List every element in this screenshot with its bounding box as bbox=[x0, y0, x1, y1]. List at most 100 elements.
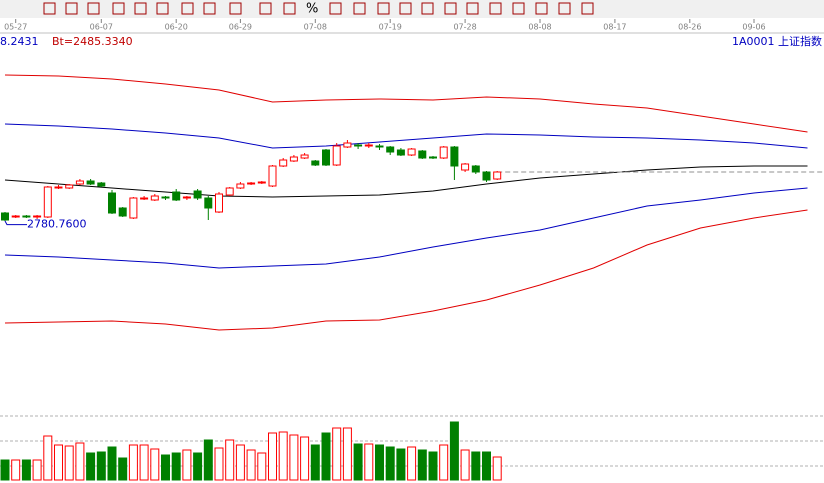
candle-body bbox=[11, 215, 20, 218]
volume-bar bbox=[278, 431, 288, 481]
volume-bar bbox=[439, 444, 449, 481]
tool-icon[interactable] bbox=[558, 2, 571, 15]
x-tick-label: 06-20 bbox=[165, 23, 188, 32]
volume-bar bbox=[449, 421, 459, 481]
volume-bar bbox=[246, 449, 256, 481]
candle-body bbox=[33, 215, 42, 218]
tool-icon[interactable] bbox=[283, 2, 296, 15]
candle-body bbox=[129, 197, 138, 219]
candle-body bbox=[54, 186, 63, 189]
symbol-label: 1A0001 上证指数 bbox=[732, 34, 822, 48]
candle-body bbox=[386, 146, 395, 153]
candle-body bbox=[182, 196, 191, 199]
tool-icon[interactable] bbox=[535, 2, 548, 15]
x-tick-label: 08-17 bbox=[603, 23, 626, 32]
volume-bar bbox=[182, 449, 192, 481]
tool-icon[interactable] bbox=[134, 2, 147, 15]
percent-button[interactable]: % bbox=[306, 2, 318, 17]
x-tick-label: 06-07 bbox=[90, 23, 113, 32]
candle-body bbox=[364, 144, 373, 147]
tool-icon[interactable] bbox=[112, 2, 125, 15]
candle-body bbox=[204, 197, 213, 209]
volume-bar bbox=[11, 459, 21, 481]
volume-bar bbox=[171, 452, 181, 481]
volume-bar bbox=[235, 444, 245, 481]
tool-icon[interactable] bbox=[65, 2, 78, 15]
volume-bar bbox=[214, 447, 224, 481]
volume-bar bbox=[332, 427, 342, 481]
volume-bar bbox=[268, 432, 277, 481]
candle-body bbox=[236, 183, 245, 189]
volume-bar bbox=[32, 459, 42, 481]
x-tick-label: 08-26 bbox=[678, 23, 701, 32]
tool-icon[interactable] bbox=[156, 2, 169, 15]
candle-body bbox=[332, 145, 341, 166]
band-line bbox=[4, 74, 808, 133]
tool-icon[interactable] bbox=[87, 2, 100, 15]
candle-body bbox=[161, 196, 170, 199]
volume-bar bbox=[428, 451, 438, 481]
volume-bar bbox=[353, 443, 363, 481]
candle-body bbox=[75, 180, 84, 185]
volume-bar bbox=[289, 434, 299, 481]
candle-body bbox=[354, 144, 363, 147]
volume-bar bbox=[342, 427, 352, 481]
tool-icon[interactable] bbox=[203, 2, 216, 15]
volume-bar bbox=[310, 444, 320, 481]
annotation-pointer bbox=[4, 220, 27, 226]
candle-body bbox=[450, 146, 459, 167]
volume-bar bbox=[0, 459, 10, 481]
x-tick-label: 07-19 bbox=[379, 23, 402, 32]
volume-bar bbox=[300, 436, 310, 481]
candle-body bbox=[108, 192, 116, 214]
volume-bar bbox=[21, 459, 31, 481]
volume-bar bbox=[460, 449, 470, 481]
x-tick-label: 07-28 bbox=[453, 23, 476, 32]
volume-bar bbox=[43, 435, 53, 481]
volume-bar bbox=[86, 452, 96, 481]
candle-body bbox=[65, 184, 74, 189]
candle-body bbox=[493, 171, 502, 180]
volume-bar bbox=[128, 444, 138, 481]
candle-body bbox=[86, 180, 95, 185]
candle-body bbox=[215, 193, 223, 213]
candle-body bbox=[140, 197, 149, 200]
candle-body bbox=[311, 160, 320, 166]
candle-body bbox=[247, 182, 256, 185]
tool-icon[interactable] bbox=[353, 2, 366, 15]
candle-body bbox=[279, 159, 288, 167]
candle-body bbox=[429, 156, 437, 159]
tool-icon[interactable] bbox=[377, 2, 390, 15]
tool-icon[interactable] bbox=[444, 2, 457, 15]
bt-label: Bt=2485.3340 bbox=[52, 35, 133, 48]
volume-bar bbox=[96, 451, 106, 481]
tool-icon[interactable] bbox=[229, 2, 242, 15]
tool-icon[interactable] bbox=[421, 2, 434, 15]
tool-icon[interactable] bbox=[466, 2, 479, 15]
volume-bar bbox=[364, 443, 374, 481]
tool-icon[interactable] bbox=[489, 2, 502, 15]
tool-icon[interactable] bbox=[512, 2, 525, 15]
tool-icon[interactable] bbox=[399, 2, 412, 15]
candle-body bbox=[289, 156, 298, 162]
volume-bar bbox=[75, 442, 85, 481]
volume-bar bbox=[375, 444, 384, 481]
tool-icon[interactable] bbox=[259, 2, 272, 15]
volume-bar bbox=[150, 448, 160, 481]
volume-bar bbox=[385, 446, 395, 481]
volume-bar bbox=[396, 448, 406, 481]
tool-icon[interactable] bbox=[43, 2, 56, 15]
band-line bbox=[4, 165, 808, 198]
volume-bar bbox=[139, 444, 149, 481]
volume-bar bbox=[257, 452, 267, 481]
band-line bbox=[4, 187, 808, 269]
candle-body bbox=[471, 165, 480, 173]
tool-icon[interactable] bbox=[181, 2, 194, 15]
volume-bar bbox=[417, 449, 427, 481]
x-tick-label: 08-08 bbox=[528, 23, 551, 32]
volume-bar bbox=[407, 446, 417, 481]
tool-icon[interactable] bbox=[329, 2, 342, 15]
tool-icon[interactable] bbox=[581, 2, 594, 15]
candle-body bbox=[193, 190, 202, 199]
